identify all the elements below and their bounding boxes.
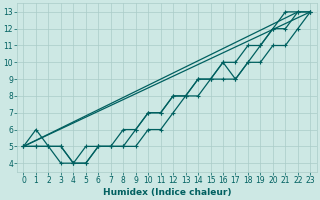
X-axis label: Humidex (Indice chaleur): Humidex (Indice chaleur) — [103, 188, 231, 197]
